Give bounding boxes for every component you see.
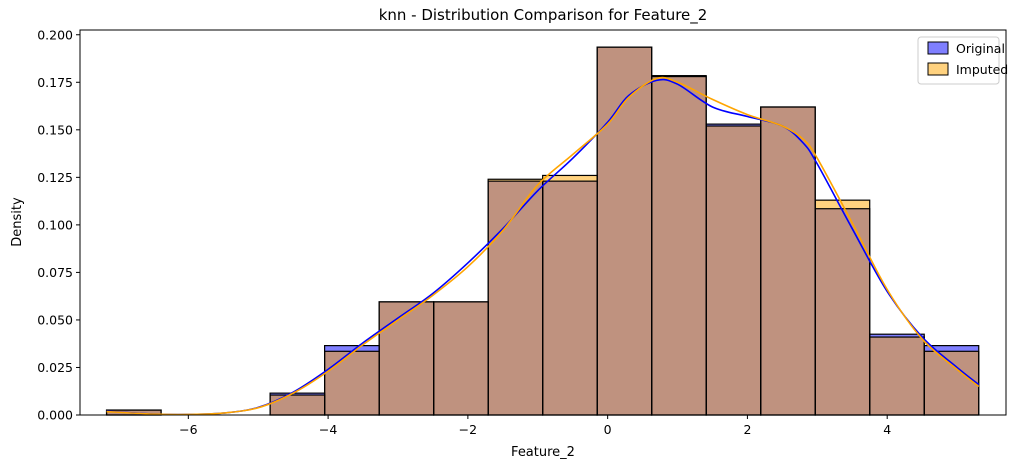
x-axis: −6 −4 −2 0 2 4 [179, 415, 891, 437]
y-tick-label-1: 0.025 [37, 360, 73, 375]
bar-imputed-5 [379, 301, 434, 415]
y-tick-label-3: 0.075 [37, 265, 73, 280]
x-tick-label-4: 2 [743, 422, 751, 437]
bar-imputed-14 [869, 337, 925, 415]
bar-imputed-13 [815, 200, 870, 415]
x-tick-label-5: 4 [883, 422, 891, 437]
x-tick-label-0: −6 [179, 422, 197, 437]
y-axis: 0.000 0.025 0.050 0.075 0.100 0.125 0.150 0.175… [37, 27, 80, 423]
y-tick-label-2: 0.050 [37, 312, 73, 327]
y-tick-label-0: 0.000 [37, 408, 73, 423]
bar-imputed-9 [597, 47, 652, 415]
bars-imputed [106, 47, 979, 416]
bar-imputed-15 [924, 351, 979, 415]
kde-line-imputed [106, 76, 980, 416]
x-axis-label: Feature_2 [511, 445, 575, 460]
bar-imputed-11 [706, 126, 761, 416]
y-tick-label-5: 0.125 [37, 170, 73, 185]
bar-imputed-10 [651, 76, 707, 415]
x-tick-label-3: 0 [604, 422, 612, 437]
bar-imputed-4 [324, 351, 380, 415]
legend-swatch-imputed [927, 62, 949, 76]
legend: Original Imputed [917, 36, 1008, 85]
chart-title: knn - Distribution Comparison for Featur… [379, 6, 708, 25]
legend-label-original: Original [956, 41, 1005, 56]
y-tick-label-6: 0.150 [37, 122, 73, 137]
y-tick-label-4: 0.100 [37, 217, 73, 232]
bar-imputed-12 [760, 107, 816, 415]
bar-imputed-3 [270, 395, 325, 415]
bar-imputed-7 [488, 179, 543, 415]
bar-imputed-8 [542, 175, 598, 415]
plot-frame [79, 29, 1007, 416]
kde-lines [106, 76, 980, 416]
x-tick-label-2: −2 [459, 422, 477, 437]
legend-swatch-original [927, 41, 949, 55]
y-tick-label-7: 0.175 [37, 75, 73, 90]
y-axis-label: Density [10, 197, 25, 247]
bar-imputed-6 [433, 301, 489, 415]
y-tick-label-8: 0.200 [37, 27, 73, 42]
legend-label-imputed: Imputed [956, 62, 1008, 77]
x-tick-label-1: −4 [319, 422, 337, 437]
